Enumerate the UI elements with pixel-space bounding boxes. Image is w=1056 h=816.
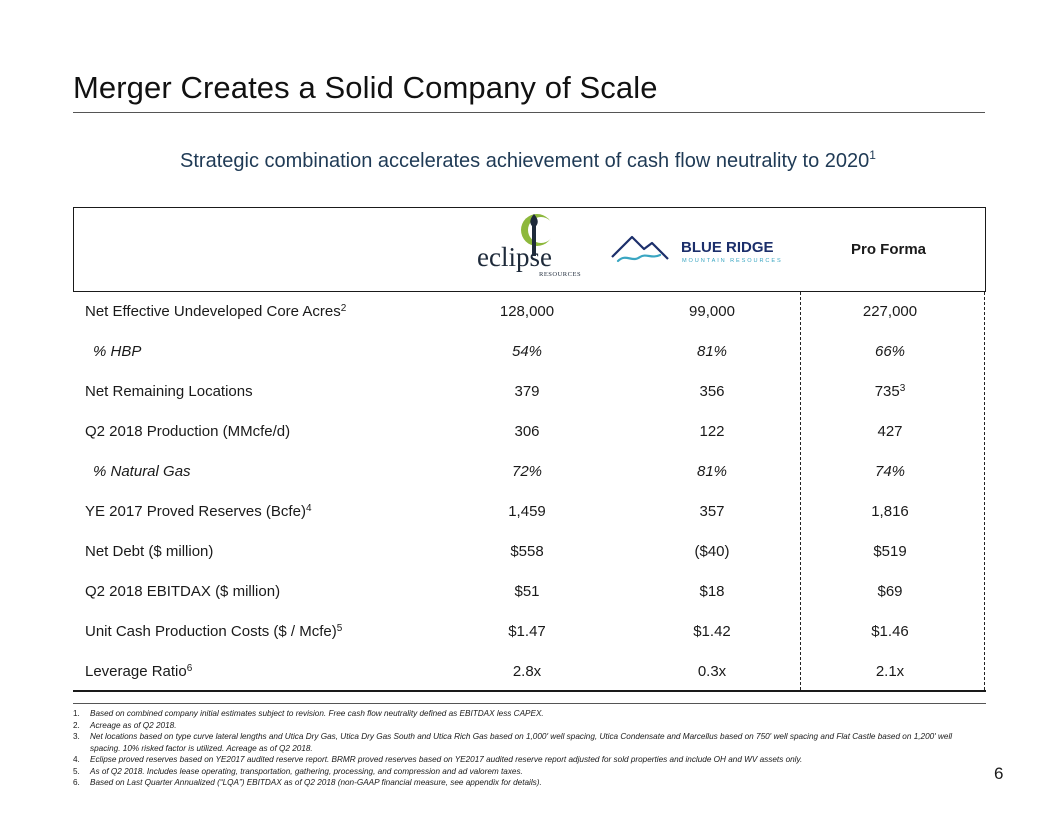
table-header-box — [73, 207, 986, 292]
row-label: % HBP — [93, 343, 142, 360]
table-row: Unit Cash Production Costs ($ / Mcfe)5 $… — [73, 612, 986, 652]
blue-ridge-value: 356 — [699, 383, 725, 400]
pro-forma-right-border — [984, 292, 985, 690]
eclipse-logo-icon: eclipse RESOURCES — [477, 214, 581, 278]
title-divider — [73, 112, 985, 113]
subtitle-text: Strategic combination accelerates achiev… — [180, 150, 870, 172]
table-row: Q2 2018 Production (MMcfe/d) 306 122 427 — [73, 412, 986, 452]
pro-forma-value: 7353 — [874, 383, 906, 400]
footnotes-list: 1. Based on combined company initial esti… — [73, 708, 973, 789]
eclipse-value: 72% — [511, 463, 543, 480]
blue-ridge-value: 81% — [696, 463, 728, 480]
page-title: Merger Creates a Solid Company of Scale — [73, 70, 658, 105]
footnote-item: 6. Based on Last Quarter Annualized (“LQA… — [73, 778, 542, 787]
pro-forma-value: 227,000 — [862, 303, 918, 320]
pro-forma-left-border — [800, 292, 801, 690]
row-label: Net Effective Undeveloped Core Acres2 — [85, 303, 347, 320]
footnote-item: 1. Based on combined company initial esti… — [73, 709, 544, 718]
eclipse-value: $558 — [510, 543, 544, 560]
pro-forma-value: 2.1x — [875, 663, 905, 680]
eclipse-value: $51 — [514, 583, 540, 600]
blue-ridge-subtext: MOUNTAIN RESOURCES — [682, 258, 783, 264]
pro-forma-value: $69 — [877, 583, 903, 600]
blue-ridge-wordmark: BLUE RIDGE — [681, 239, 774, 256]
eclipse-value: $1.47 — [508, 623, 546, 640]
table-row: Net Remaining Locations 379 356 7353 — [73, 372, 986, 412]
pro-forma-value: 427 — [877, 423, 903, 440]
eclipse-subtext: RESOURCES — [539, 271, 581, 278]
footnote-divider — [73, 703, 986, 704]
page-subtitle: Strategic combination accelerates achiev… — [0, 148, 1056, 173]
eclipse-wordmark: eclipse — [477, 242, 552, 272]
eclipse-value: 54% — [511, 343, 543, 360]
blue-ridge-value: 357 — [699, 503, 725, 520]
metrics-table: Net Effective Undeveloped Core Acres2 12… — [73, 292, 986, 692]
row-label: Q2 2018 Production (MMcfe/d) — [85, 423, 291, 440]
pro-forma-value: 1,816 — [871, 503, 909, 520]
table-row: % HBP 54% 81% 66% — [73, 332, 986, 372]
pro-forma-value: 66% — [874, 343, 906, 360]
row-label: Leverage Ratio6 — [85, 663, 193, 680]
blue-ridge-value: 81% — [696, 343, 728, 360]
blue-ridge-mountain-icon: BLUE RIDGE MOUNTAIN RESOURCES — [611, 235, 783, 264]
subtitle-footnote-marker: 1 — [869, 148, 876, 162]
footnote-item: 2. Acreage as of Q2 2018. — [73, 720, 177, 730]
table-row: Q2 2018 EBITDAX ($ million) $51 $18 $69 — [73, 572, 986, 612]
row-label: Q2 2018 EBITDAX ($ million) — [85, 583, 281, 600]
table-row: Net Effective Undeveloped Core Acres2 12… — [73, 292, 986, 332]
blue-ridge-value: ($40) — [694, 543, 730, 560]
row-label: Net Debt ($ million) — [85, 543, 214, 560]
pro-forma-header: Pro Forma — [851, 241, 927, 258]
table-bottom-border — [73, 690, 986, 692]
blue-ridge-value: $18 — [699, 583, 725, 600]
table-row: Net Debt ($ million) $558 ($40) $519 — [73, 532, 986, 572]
table-row: % Natural Gas 72% 81% 74% — [73, 452, 986, 492]
eclipse-value: 2.8x — [512, 663, 542, 680]
table-row: YE 2017 Proved Reserves (Bcfe)4 1,459 35… — [73, 492, 986, 532]
row-label: Unit Cash Production Costs ($ / Mcfe)5 — [85, 623, 343, 640]
footnote-item: 4. Eclipse proved reserves based on YE201… — [73, 755, 803, 764]
eclipse-value: 1,459 — [508, 503, 546, 520]
eclipse-value: 379 — [514, 383, 540, 400]
eclipse-value: 306 — [514, 423, 540, 440]
pro-forma-value: $1.46 — [871, 623, 909, 640]
blue-ridge-value: 122 — [699, 423, 725, 440]
pro-forma-value: $519 — [873, 543, 907, 560]
blue-ridge-value: $1.42 — [693, 623, 731, 640]
table-row: Leverage Ratio6 2.8x 0.3x 2.1x — [73, 652, 986, 692]
row-label: % Natural Gas — [93, 463, 191, 480]
eclipse-value: 128,000 — [499, 303, 555, 320]
footnote-item: 3. Net locations based on type curve late… — [73, 732, 953, 753]
row-label: YE 2017 Proved Reserves (Bcfe)4 — [85, 503, 312, 520]
row-label: Net Remaining Locations — [85, 383, 253, 400]
blue-ridge-value: 0.3x — [697, 663, 727, 680]
pro-forma-value: 74% — [874, 463, 906, 480]
blue-ridge-value: 99,000 — [689, 303, 735, 320]
footnote-item: 5. As of Q2 2018. Includes lease operatin… — [73, 766, 523, 776]
page-number: 6 — [994, 764, 1004, 783]
